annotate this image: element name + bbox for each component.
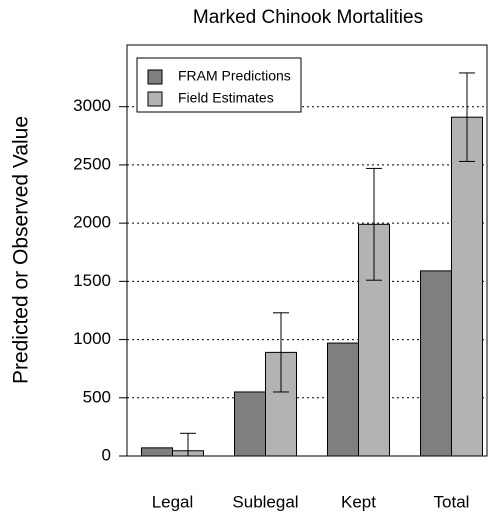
x-tick-label: Total	[434, 492, 470, 511]
error-bar	[180, 432, 196, 456]
bar	[234, 391, 266, 457]
bar	[420, 270, 452, 457]
legend-label: FRAM Predictions	[178, 68, 291, 84]
error-bar	[366, 167, 382, 281]
y-tick-label: 2500	[73, 154, 111, 173]
error-bar	[273, 312, 289, 393]
y-tick-label: 1000	[73, 329, 111, 348]
bar	[327, 342, 359, 457]
y-tick-label: 2000	[73, 213, 111, 232]
y-axis-label: Predicted or Observed Value	[10, 116, 33, 384]
x-tick-label: Sublegal	[232, 492, 298, 511]
y-tick-label: 0	[102, 445, 111, 464]
error-bar	[459, 72, 475, 162]
legend-box	[136, 57, 302, 113]
x-tick-label: Kept	[341, 492, 376, 511]
x-tick-label: Legal	[152, 492, 194, 511]
bar	[451, 116, 483, 457]
y-tick-label: 3000	[73, 96, 111, 115]
chart-title: Marked Chinook Mortalities	[193, 7, 423, 28]
bar	[141, 447, 173, 457]
y-tick-label: 500	[83, 387, 111, 406]
legend-swatch	[147, 69, 163, 85]
legend-label: Field Estimates	[178, 90, 274, 106]
y-tick-label: 1500	[73, 271, 111, 290]
legend-swatch	[147, 91, 163, 107]
plot-frame	[126, 44, 488, 457]
